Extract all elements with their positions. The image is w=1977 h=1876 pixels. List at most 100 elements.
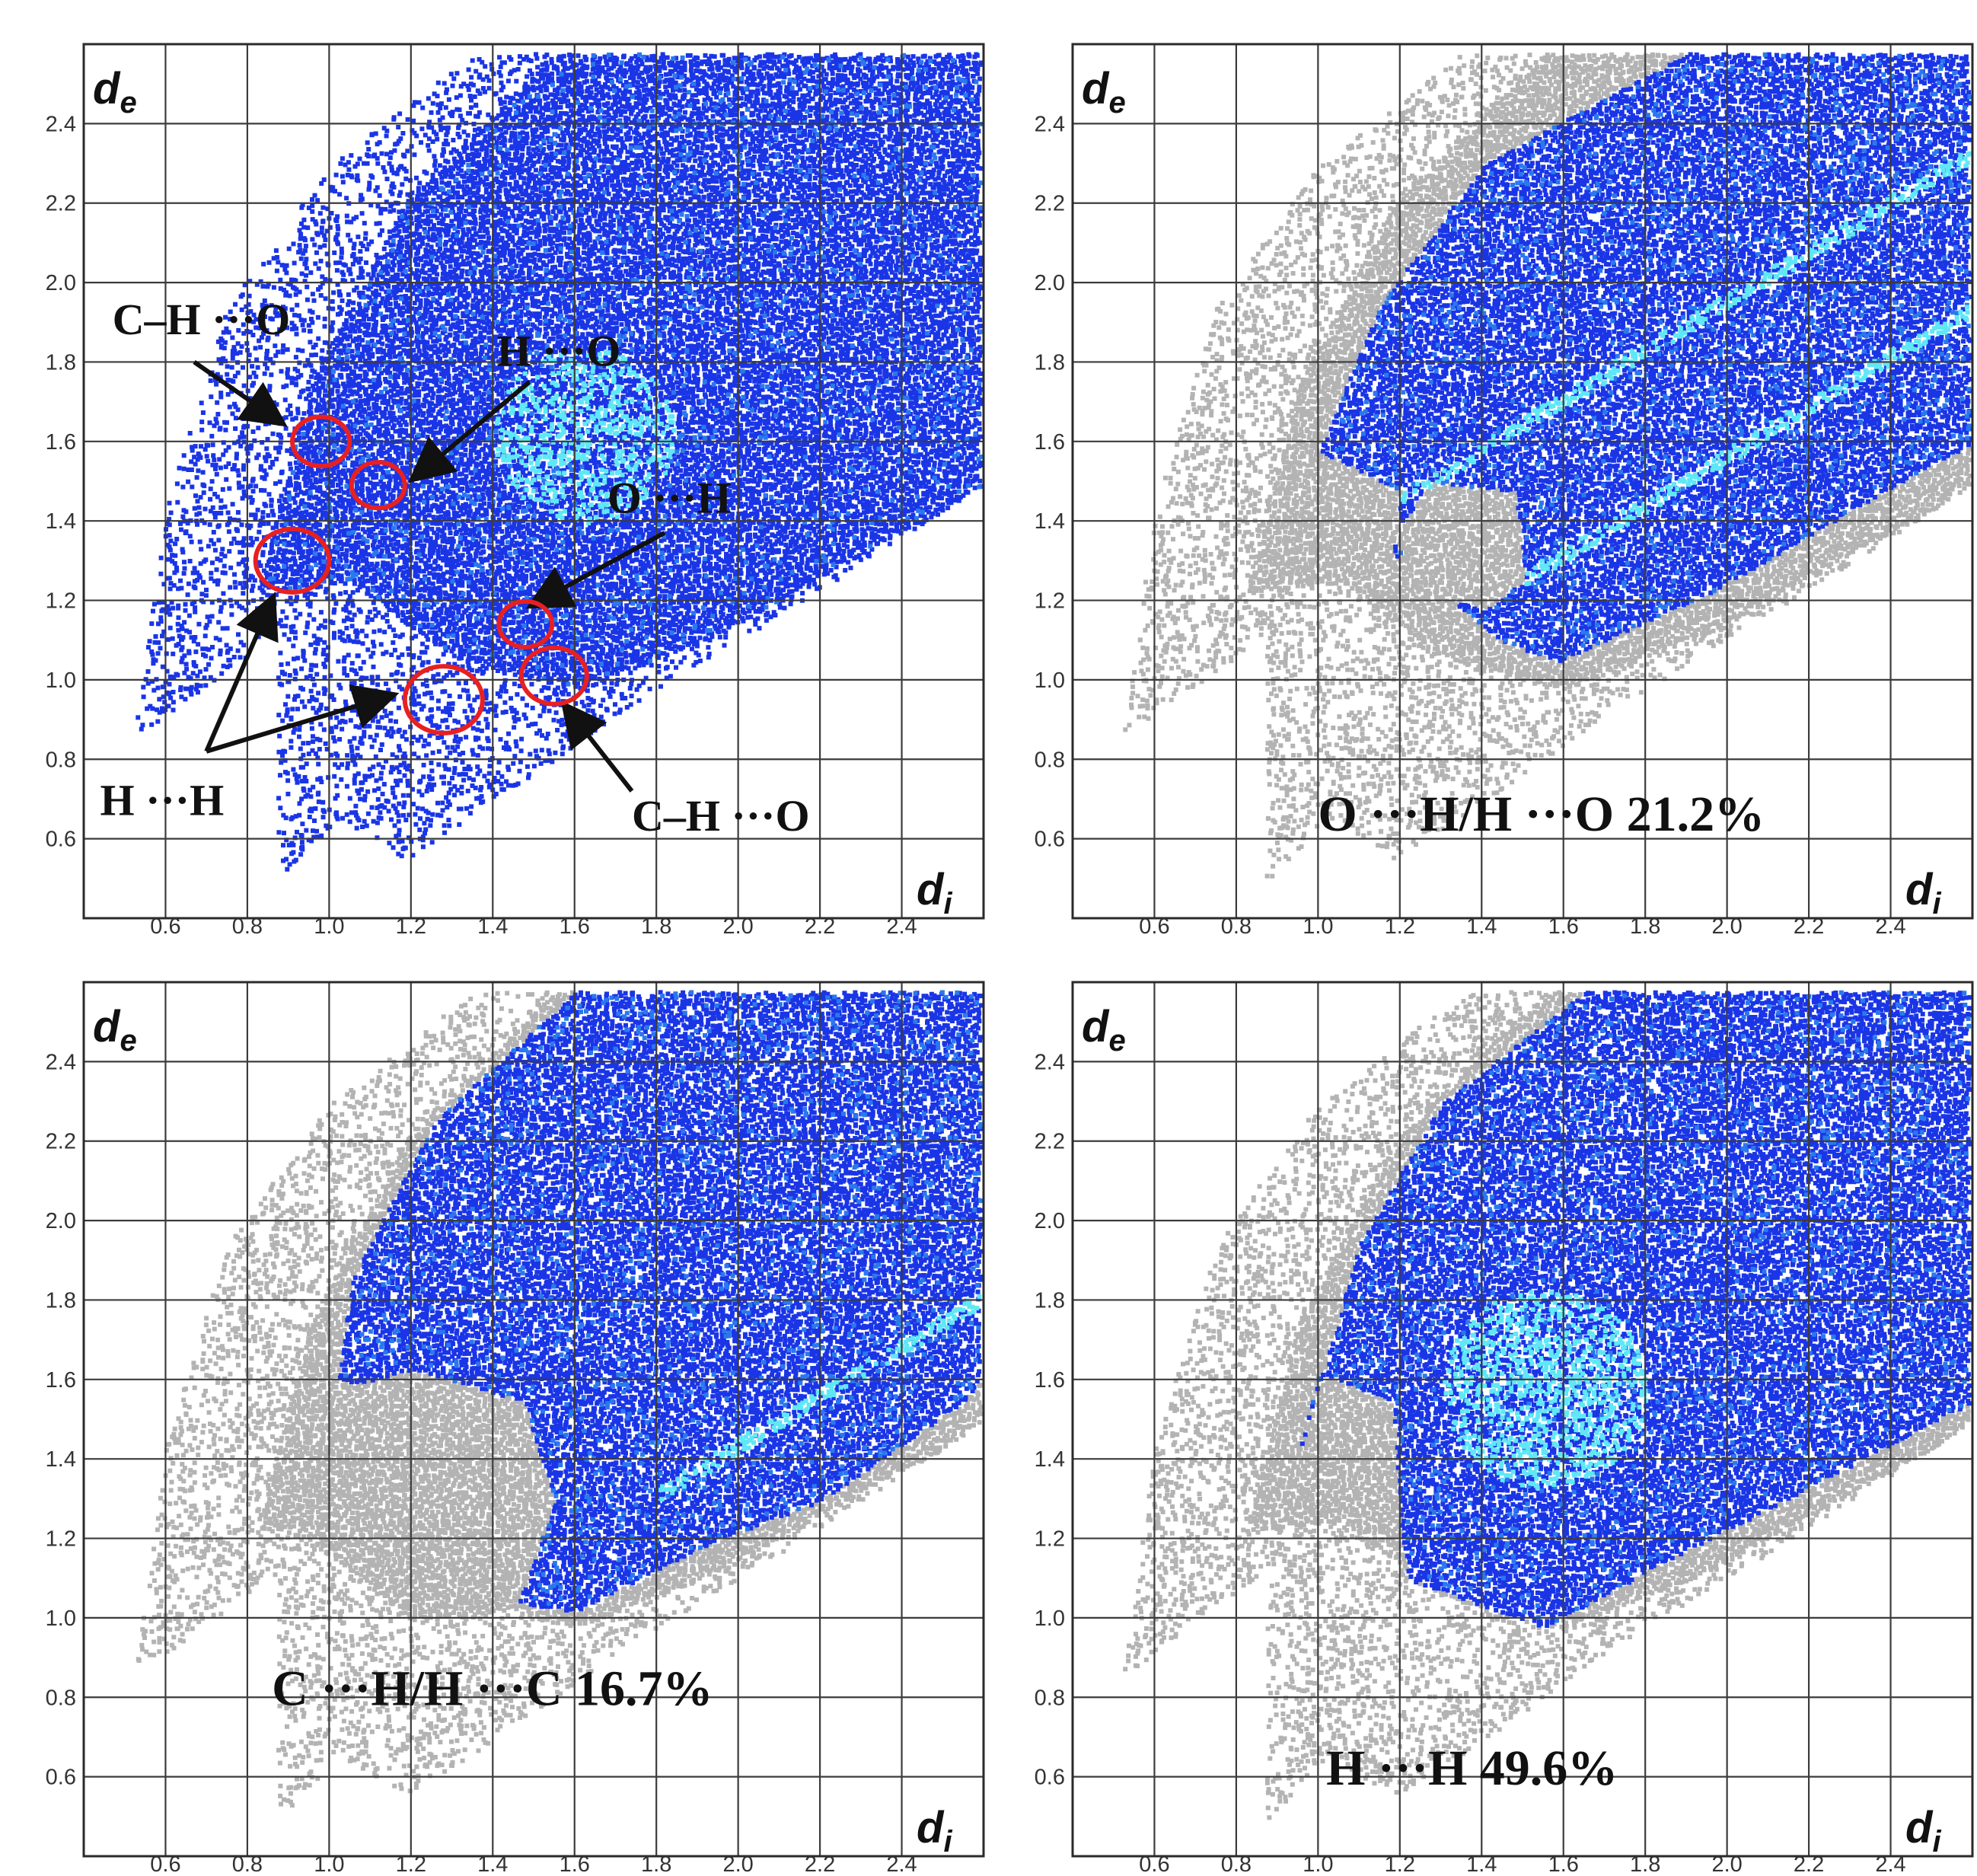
y-tick-label: 1.2 (1035, 1527, 1065, 1552)
y-tick-label: 1.6 (46, 430, 76, 455)
x-axis-label: di (917, 865, 952, 920)
y-axis-label: de (93, 1002, 137, 1058)
x-tick-label: 2.0 (1711, 914, 1742, 938)
x-tick-label: 1.8 (641, 1852, 671, 1876)
y-tick-label: 1.0 (46, 1606, 76, 1631)
y-tick-label: 2.4 (1035, 112, 1065, 136)
x-axis-label: di (1905, 865, 1941, 920)
fingerprint-plot-o-h-contacts: 0.6 0.8 1.0 1.2 1.4 1.6 1.8 2.0 2.2 2.4 0.6 0.8 1.0 1… (989, 0, 1977, 938)
y-axis-label: de (1082, 64, 1126, 120)
fingerprint-plot-c-h-contacts: 0.6 0.8 1.0 1.2 1.4 1.6 1.8 2.0 2.2 2.4 0.6 0.8 1.0 1… (0, 938, 988, 1876)
annotation-arrow (560, 700, 634, 793)
scatter-points-cyan (1443, 1290, 1649, 1491)
annotation-arrow (525, 531, 666, 609)
y-tick-label: 2.2 (46, 192, 76, 216)
grid-lines (1071, 43, 1974, 920)
highlight-circle (253, 526, 332, 595)
contact-annotation: O ···H (607, 474, 732, 523)
x-tick-label: 2.4 (1875, 1852, 1905, 1876)
x-tick-label: 1.6 (560, 914, 590, 938)
y-tick-label: 1.4 (1035, 1447, 1065, 1472)
annotation-arrow (204, 592, 279, 753)
y-tick-label: 2.4 (1035, 1050, 1065, 1074)
contact-percentage-label: H ···H 49.6% (1326, 1740, 1618, 1796)
y-tick-label: 1.4 (1035, 509, 1065, 534)
x-tick-label: 1.2 (1385, 1852, 1415, 1876)
scatter-points-blue (337, 990, 984, 1613)
y-tick-label: 0.8 (1035, 1686, 1065, 1710)
highlight-circle (349, 460, 407, 511)
fingerprint-plot-svg: 0.6 0.8 1.0 1.2 1.4 1.6 1.8 2.0 2.2 2.4 0.6 0.8 1.0 1… (46, 981, 985, 1876)
x-tick-label: 1.8 (1630, 914, 1660, 938)
fingerprint-plot-svg: 0.6 0.8 1.0 1.2 1.4 1.6 1.8 2.0 2.2 2.4 0.6 0.8 1.0 1… (1035, 981, 1974, 1876)
x-tick-label: 1.0 (1303, 914, 1333, 938)
x-tick-label: 2.4 (1875, 914, 1905, 938)
x-tick-label: 1.6 (1548, 914, 1579, 938)
y-tick-label: 1.8 (46, 1288, 76, 1313)
annotation-arrow (193, 359, 288, 427)
annotation-arrow (206, 684, 400, 754)
contact-annotation: H ···H (100, 775, 224, 825)
scatter-points-gray (136, 990, 984, 1808)
x-tick-label: 1.2 (396, 1852, 426, 1876)
y-tick-label: 2.2 (46, 1130, 76, 1154)
annotation-arrow (407, 380, 531, 483)
x-axis-label: di (1905, 1803, 1941, 1858)
x-tick-label: 0.8 (232, 914, 263, 938)
scatter-points-mid (1334, 52, 1972, 658)
scatter-points-blue (1299, 990, 1972, 1629)
scatter-points-mid (343, 990, 984, 1606)
y-tick-label: 0.6 (1035, 828, 1065, 852)
x-tick-label: 1.6 (560, 1852, 590, 1876)
x-tick-label: 1.4 (1466, 1852, 1497, 1876)
y-tick-label: 0.8 (46, 1686, 76, 1710)
highlight-circle (518, 645, 589, 707)
x-tick-label: 2.4 (886, 914, 917, 938)
y-tick-label: 1.0 (1035, 1606, 1065, 1631)
fingerprint-plot-h-h-contacts: 0.6 0.8 1.0 1.2 1.4 1.6 1.8 2.0 2.2 2.4 0.6 0.8 1.0 1… (989, 938, 1977, 1876)
y-tick-label: 2.2 (1035, 192, 1065, 216)
x-tick-label: 2.0 (722, 1852, 753, 1876)
y-tick-label: 0.6 (46, 828, 76, 852)
scatter-points-cyan (495, 350, 677, 525)
x-tick-label: 2.2 (1794, 1852, 1824, 1876)
x-tick-label: 2.0 (722, 914, 753, 938)
x-tick-label: 2.0 (1711, 1852, 1742, 1876)
scatter-points-gray (1123, 52, 1972, 879)
plot-frame (82, 981, 985, 1858)
y-tick-label: 1.4 (46, 1447, 76, 1472)
y-tick-label: 1.0 (46, 668, 76, 693)
fingerprint-plot-svg: 0.6 0.8 1.0 1.2 1.4 1.6 1.8 2.0 2.2 2.4 0.6 0.8 1.0 1… (1035, 43, 1974, 938)
y-axis-label: de (1082, 1002, 1126, 1058)
x-tick-label: 1.0 (314, 914, 344, 938)
x-tick-label: 1.4 (1466, 914, 1497, 938)
y-tick-label: 1.6 (46, 1368, 76, 1393)
y-tick-label: 1.8 (1035, 350, 1065, 375)
scatter-points-blue (136, 52, 984, 872)
y-tick-label: 2.0 (46, 1209, 76, 1233)
x-tick-label: 2.2 (1794, 914, 1824, 938)
y-tick-label: 1.6 (1035, 430, 1065, 455)
y-tick-label: 1.2 (1035, 589, 1065, 614)
x-tick-label: 0.6 (150, 914, 180, 938)
plot-frame (82, 43, 985, 920)
y-axis-label: de (93, 64, 137, 120)
fingerprint-plot-svg: 0.6 0.8 1.0 1.2 1.4 1.6 1.8 2.0 2.2 2.4 0.6 0.8 1.0 1… (46, 43, 985, 938)
fingerprint-plot-all-contacts: 0.6 0.8 1.0 1.2 1.4 1.6 1.8 2.0 2.2 2.4 0.6 0.8 1.0 1… (0, 0, 988, 938)
x-axis-label: di (917, 1803, 952, 1858)
x-tick-label: 0.6 (1139, 1852, 1169, 1876)
y-tick-label: 1.8 (1035, 1288, 1065, 1313)
x-tick-label: 0.8 (232, 1852, 263, 1876)
highlight-circle (290, 414, 352, 469)
y-tick-label: 1.4 (46, 509, 76, 534)
contact-percentage-label: O ···H/H ···O 21.2% (1318, 786, 1765, 842)
scatter-points-mid (1311, 990, 1972, 1623)
x-tick-label: 1.8 (641, 914, 671, 938)
y-tick-label: 2.2 (1035, 1130, 1065, 1154)
y-tick-label: 0.6 (1035, 1766, 1065, 1790)
y-tick-label: 1.2 (46, 1527, 76, 1552)
highlight-circle (496, 598, 555, 649)
y-tick-label: 2.0 (1035, 1209, 1065, 1233)
x-tick-label: 0.8 (1221, 914, 1252, 938)
y-tick-label: 1.0 (1035, 668, 1065, 693)
